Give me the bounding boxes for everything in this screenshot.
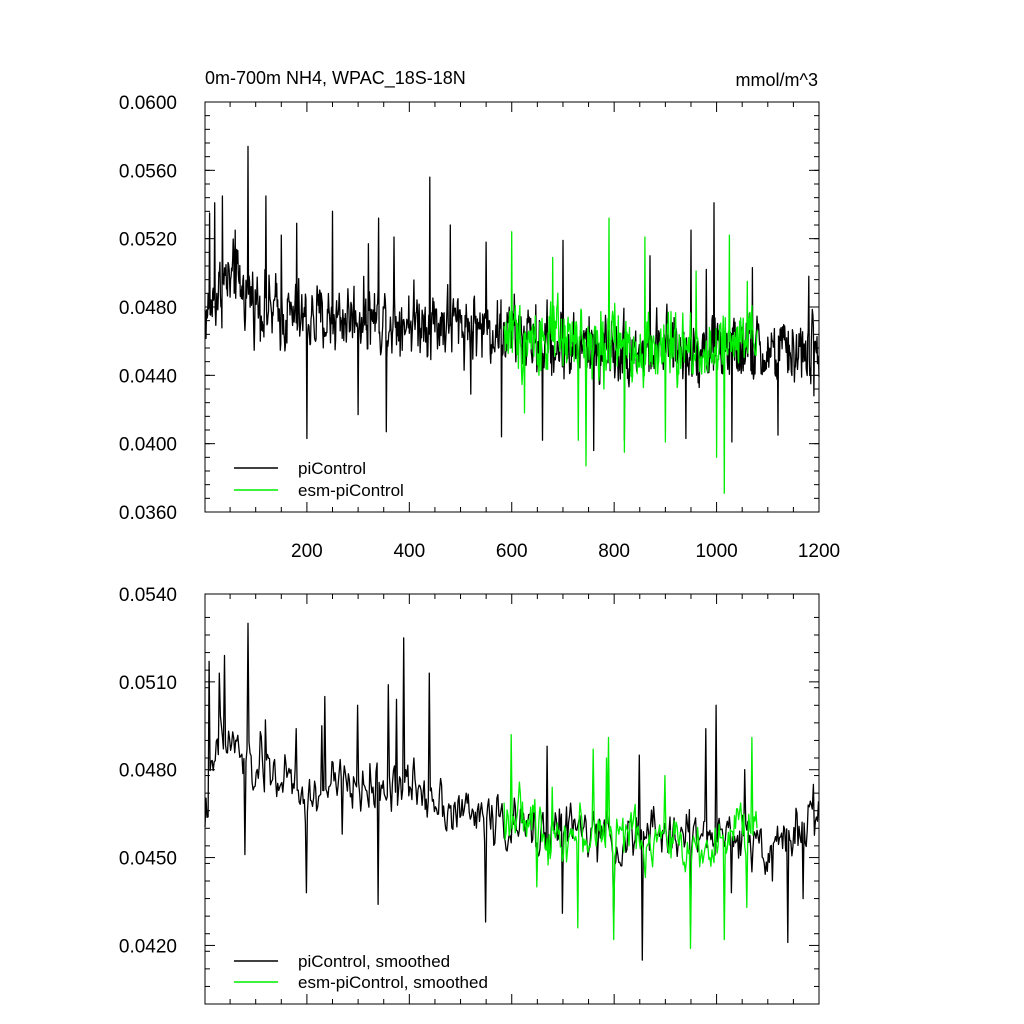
top-panel-title: 0m-700m NH4, WPAC_18S-18N — [205, 68, 466, 89]
x-tick-label-200: 200 — [291, 541, 323, 562]
x-tick-label-1000: 1000 — [695, 541, 737, 562]
bottom-panel-frame — [204, 593, 820, 1005]
y-tick-label-0.0440: 0.0440 — [119, 366, 177, 387]
y-tick-label-0.0450: 0.0450 — [119, 849, 177, 870]
legend-label-picontrol: piControl — [298, 459, 366, 478]
top-panel-x-tick-labels: 200 400 600 800 1000 1200 — [291, 541, 840, 562]
y-tick-label-0.0480: 0.0480 — [119, 761, 177, 782]
legend-label-picontrol-smoothed: piControl, smoothed — [298, 952, 450, 971]
series-line-esm-picontrol-smoothed — [503, 733, 758, 950]
legend-label-esm-picontrol-smoothed: esm-piControl, smoothed — [298, 973, 488, 992]
y-tick-label-0.0560: 0.0560 — [119, 161, 177, 182]
y-tick-label-0.0400: 0.0400 — [119, 435, 177, 456]
legend-label-esm-picontrol: esm-piControl — [298, 481, 404, 500]
top-panel-legend: piControl esm-piControl — [234, 459, 404, 500]
x-tick-label-600: 600 — [496, 541, 528, 562]
y-tick-label-0.0520: 0.0520 — [119, 230, 177, 251]
bottom-panel: 0.0420 0.0450 0.0480 0.0510 0.0540 piControl… — [119, 585, 820, 1005]
y-tick-label-0.0420: 0.0420 — [119, 936, 177, 957]
bottom-panel-ticks — [205, 593, 820, 1004]
y-tick-label-0.0480: 0.0480 — [119, 298, 177, 319]
bottom-panel-plot-area — [204, 622, 820, 961]
series-line-esm-picontrol — [503, 217, 759, 494]
y-tick-label-0.0600: 0.0600 — [119, 93, 177, 114]
x-tick-label-800: 800 — [598, 541, 630, 562]
y-tick-label-0.0510: 0.0510 — [119, 673, 177, 694]
bottom-panel-y-tick-labels: 0.0420 0.0450 0.0480 0.0510 0.0540 — [119, 585, 177, 957]
x-tick-label-1200: 1200 — [798, 541, 840, 562]
top-panel: 0m-700m NH4, WPAC_18S-18N mmol/m^3 0.036… — [119, 68, 840, 562]
y-tick-label-0.0360: 0.0360 — [119, 503, 177, 524]
top-panel-units-label: mmol/m^3 — [736, 70, 818, 90]
top-panel-y-tick-labels: 0.0360 0.0400 0.0440 0.0480 0.0520 0.0560 0.06… — [119, 93, 177, 524]
y-tick-label-0.0540: 0.0540 — [119, 585, 177, 606]
top-panel-frame — [204, 101, 820, 513]
x-tick-label-400: 400 — [393, 541, 425, 562]
top-panel-plot-area — [204, 145, 820, 494]
bottom-panel-legend: piControl, smoothed esm-piControl, smoot… — [234, 952, 488, 992]
